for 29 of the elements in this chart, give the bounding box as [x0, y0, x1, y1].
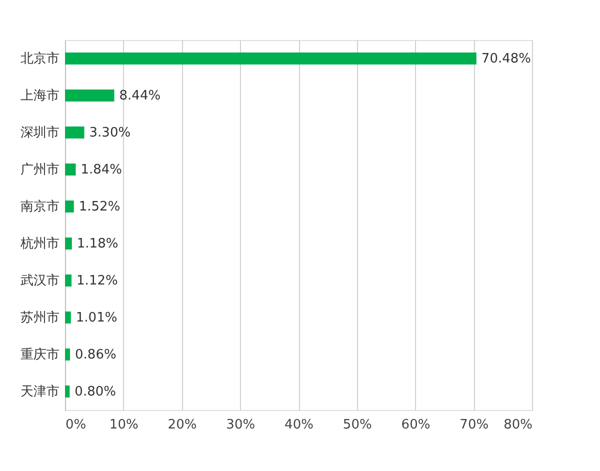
y-tick-label: 杭州市	[20, 236, 60, 252]
data-label: 1.18%	[76, 236, 118, 252]
x-tick-label: 60%	[401, 418, 430, 432]
data-label: 1.01%	[76, 310, 118, 326]
y-tick-label: 南京市	[20, 200, 60, 214]
y-tick-label: 武汉市	[20, 274, 60, 288]
data-label: 70.48%	[481, 52, 532, 66]
x-tick-label: 0%	[66, 418, 86, 432]
data-label: 0.80%	[74, 384, 116, 400]
y-tick-label: 天津市	[20, 384, 60, 400]
x-tick-label: 80%	[504, 418, 532, 432]
y-tick-label: 上海市	[20, 88, 60, 104]
y-tick-label: 苏州市	[20, 310, 60, 326]
data-label: 0.86%	[75, 348, 116, 362]
data-label: 8.44%	[119, 88, 161, 104]
x-tick-label: 20%	[168, 418, 197, 432]
y-tick-label: 广州市	[20, 162, 60, 178]
x-tick-label: 30%	[226, 418, 256, 432]
y-tick-label: 北京市	[20, 52, 60, 66]
x-tick-label: 50%	[342, 418, 372, 432]
x-tick-label: 10%	[109, 418, 138, 432]
data-label: 1.52%	[78, 200, 120, 214]
x-tick-label: 40%	[284, 418, 314, 432]
x-tick-label: 70%	[460, 418, 489, 432]
data-label: 3.30%	[89, 126, 131, 140]
data-label: 1.84%	[80, 162, 122, 178]
data-label: 1.12%	[76, 274, 118, 288]
y-tick-label: 深圳市	[20, 126, 60, 140]
y-tick-label: 重庆市	[20, 348, 60, 362]
